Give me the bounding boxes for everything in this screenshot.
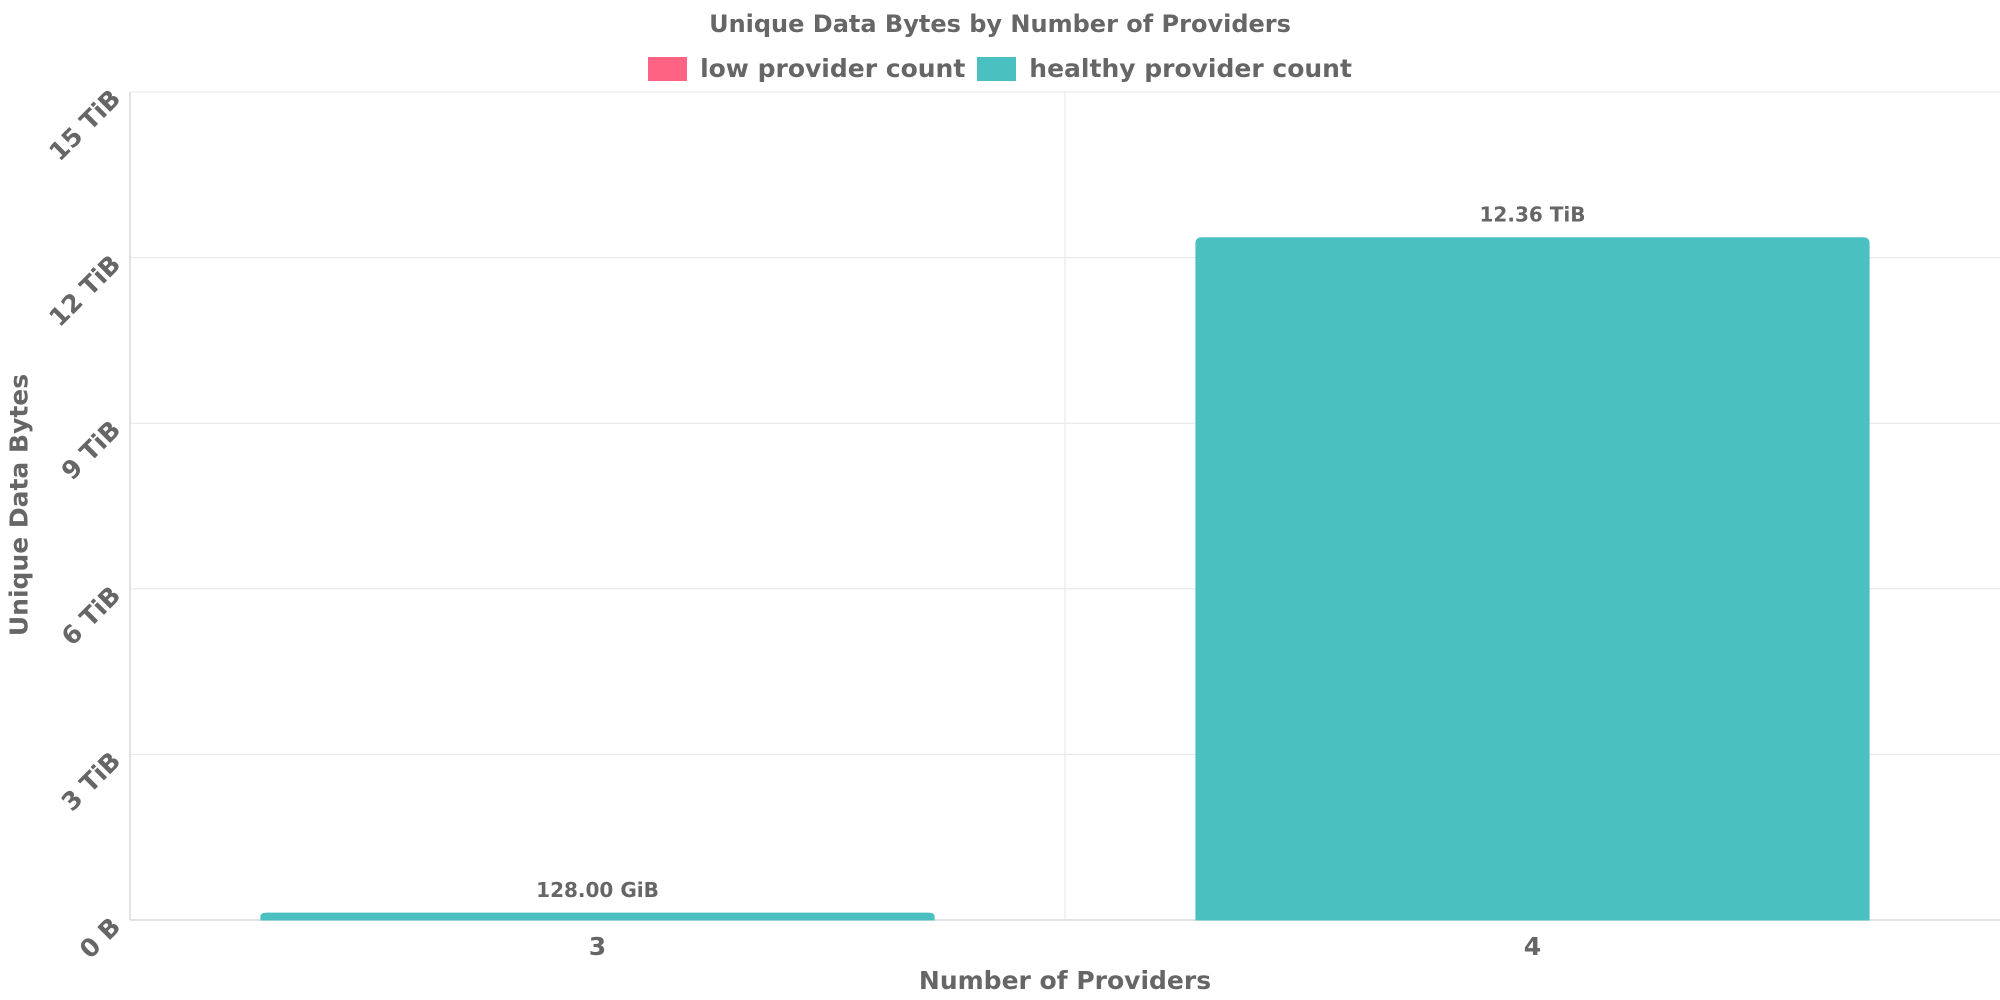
y-tick-label: 9 TiB xyxy=(56,415,127,486)
legend-swatch-healthy xyxy=(977,56,1017,81)
chart-title: Unique Data Bytes by Number of Providers xyxy=(709,10,1291,38)
y-tick-label: 0 B xyxy=(74,912,126,964)
y-tick-label: 12 TiB xyxy=(43,249,126,332)
y-tick-label: 3 TiB xyxy=(56,746,127,817)
y-tick-label: 15 TiB xyxy=(43,84,126,167)
data-label-4: 12.36 TiB xyxy=(1480,203,1586,227)
x-tick-label-4: 4 xyxy=(1524,932,1541,961)
legend-swatch-low xyxy=(648,56,688,81)
y-axis-title: Unique Data Bytes xyxy=(4,373,34,637)
x-tick-label-3: 3 xyxy=(589,932,606,961)
legend-item-healthy[interactable]: healthy provider count xyxy=(977,54,1352,83)
bar-4 xyxy=(1195,237,1870,921)
x-axis-title: Number of Providers xyxy=(918,966,1212,995)
legend: low provider count healthy provider coun… xyxy=(0,54,2000,83)
data-label-3: 128.00 GiB xyxy=(536,878,659,902)
y-tick-label: 6 TiB xyxy=(56,581,127,652)
legend-label-healthy: healthy provider count xyxy=(1029,54,1352,83)
legend-item-low[interactable]: low provider count xyxy=(648,54,965,83)
legend-label-low: low provider count xyxy=(700,54,966,83)
bar-3 xyxy=(260,912,935,921)
